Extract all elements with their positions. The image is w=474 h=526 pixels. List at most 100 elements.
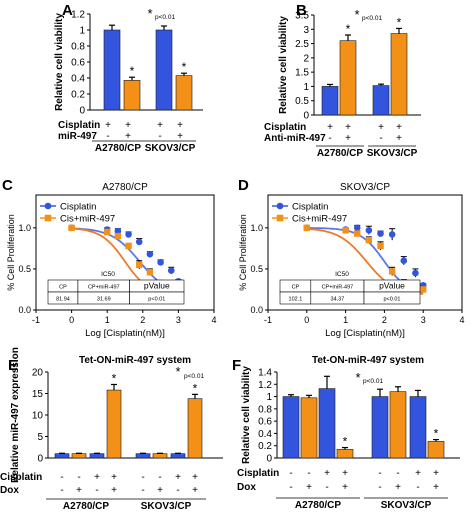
chart-d-x-tick-label: -1 [264,315,272,325]
chart-c-y-tick-label: 0.0 [18,305,31,315]
chart-d-legend-marker [276,202,284,210]
chart-e-row-sign: - [141,485,144,496]
chart-c-point-cisplatin [167,267,175,274]
chart-c-point-cisplatin [146,250,154,258]
chart-f-row-sign: + [395,482,401,493]
chart-f-y-tick-label: 1.4 [258,368,272,379]
chart-d-ic50-value: p<0.01 [384,297,401,303]
chart-a-group-label: A2780/CP [95,143,141,154]
chart-c-point-cisplatin [125,231,132,238]
chart-c-point-combo [104,228,111,236]
chart-b-y-tick-label: 3 [303,25,309,36]
chart-c-y-label: % Cell Proliferation [6,214,16,291]
chart-e-bracket-star: * [175,364,180,379]
chart-a-y-tick-label: 0.2 [71,90,85,101]
chart-a-bar [175,75,193,111]
chart-d-x-tick-label: 4 [459,315,464,325]
chart-d-point-cisplatin [400,257,408,265]
chart-f-y-tick-label: 0.4 [258,429,272,440]
chart-e-row-sign: + [76,485,82,496]
chart-d-point-combo [354,230,361,237]
chart-a-y-tick-label: 1.2 [71,10,85,21]
chart-c-ic50-value: 31.69 [97,297,111,303]
chart-d-y-label: % Cell Proliferation [238,214,248,291]
chart-b-row-label: Cisplatin [264,122,306,133]
chart-f-bar [336,449,354,459]
chart-f-row-sign: - [416,482,419,493]
chart-b-significance-star: * [346,22,351,36]
panel-letter-e: E [8,357,18,374]
chart-a-y-label: Relative cell viability [54,13,65,111]
chart-f-row-sign: + [433,482,439,493]
chart-f-y-tick-label: 0.8 [258,404,272,415]
chart-e-bar [54,453,70,459]
chart-f-group-label: A2780/CP [295,500,341,511]
chart-e-row-sign: - [176,485,179,496]
chart-e-row-sign: + [175,472,181,483]
chart-d-x-tick-label: 0 [304,315,309,325]
chart-d-ic50-value: 102.1 [289,297,303,303]
chart-e-row-sign: + [192,472,198,483]
chart-f-row-sign: - [378,482,381,493]
chart-f-y-tick-label: 0 [266,454,272,465]
chart-e-significance-star: * [112,371,117,385]
chart-d-ic50-title: IC50 [335,271,349,278]
chart-b-bar [390,33,408,116]
chart-b-row-sign: + [396,122,402,133]
chart-c-legend-marker [44,214,52,222]
chart-e-bar [71,453,87,459]
chart-e-row-sign: - [95,485,98,496]
chart-a-y-tick-label: 0.4 [71,74,85,85]
chart-f-row-label: Cisplatin [237,468,279,479]
chart-c-frame [35,194,215,311]
chart-d-y-tick-label: 1.0 [250,223,263,233]
chart-b-row-sign: + [345,133,351,144]
panel-letter-c: C [2,177,13,194]
chart-f-group-label: SKOV3/CP [381,500,432,511]
chart-a-p-value: p<0.01 [155,14,175,21]
chart-e-bar [170,453,186,459]
chart-f-bar [427,441,445,459]
chart-a-row-sign: - [158,131,161,142]
chart-c-ic50-header: CP+miR-497 [88,285,120,291]
chart-c-point-combo [136,261,143,269]
chart-c-x-tick-label: -1 [32,315,40,325]
chart-d-ic50-header: CP+miR-497 [322,285,354,291]
chart-f-row-sign: - [325,482,328,493]
chart-f-row-sign: + [324,468,330,479]
chart-d-ic50-value: 34.37 [331,297,345,303]
chart-c-x-tick-label: 3 [176,315,181,325]
chart-e-row-sign: - [158,472,161,483]
chart-a-y-tick-label: 0.6 [71,58,85,69]
chart-d-x-tick-label: 2 [382,315,387,325]
chart-c-legend-label: Cis+miR-497 [60,214,115,225]
chart-e-group-label: A2780/CP [63,501,109,512]
chart-f-p-value: p<0.01 [363,378,383,385]
chart-a-row-label: miR-497 [58,131,97,142]
chart-b-y-tick-label: 2.5 [295,39,309,50]
chart-d-point-cisplatin [353,224,361,232]
chart-a-row-sign: + [125,120,131,131]
chart-a-y-tick-label: 0 [79,106,85,117]
chart-e-row-label: Dox [0,485,19,496]
chart-c-title: A2780/CP [102,182,148,193]
chart-a-row-sign: + [105,120,111,131]
chart-a-row-sign: + [157,120,163,131]
chart-f-bar [282,396,300,459]
chart-c-point-cisplatin [157,259,164,266]
chart-d-point-combo [303,224,310,232]
chart-e-bar [152,453,168,459]
chart-e-y-tick-label: 5 [37,432,43,443]
chart-d-point-cisplatin [388,231,396,238]
chart-c-ic50-value-cell [129,291,185,305]
chart-d-y-tick-label: 0.5 [250,264,263,274]
chart-e-y-tick-label: 15 [32,389,44,400]
chart-f-y-tick-label: 1 [266,392,272,403]
chart-c-y-tick-label: 0.5 [18,264,31,274]
chart-e-bar [187,398,203,459]
chart-c-point-combo [146,269,154,276]
chart-b-y-tick-label: 0 [303,111,309,122]
chart-f-y-tick-label: 0.2 [258,441,272,452]
chart-c-ic50-header: CP [59,285,67,291]
chart-c-legend-label: Cisplatin [60,202,96,213]
